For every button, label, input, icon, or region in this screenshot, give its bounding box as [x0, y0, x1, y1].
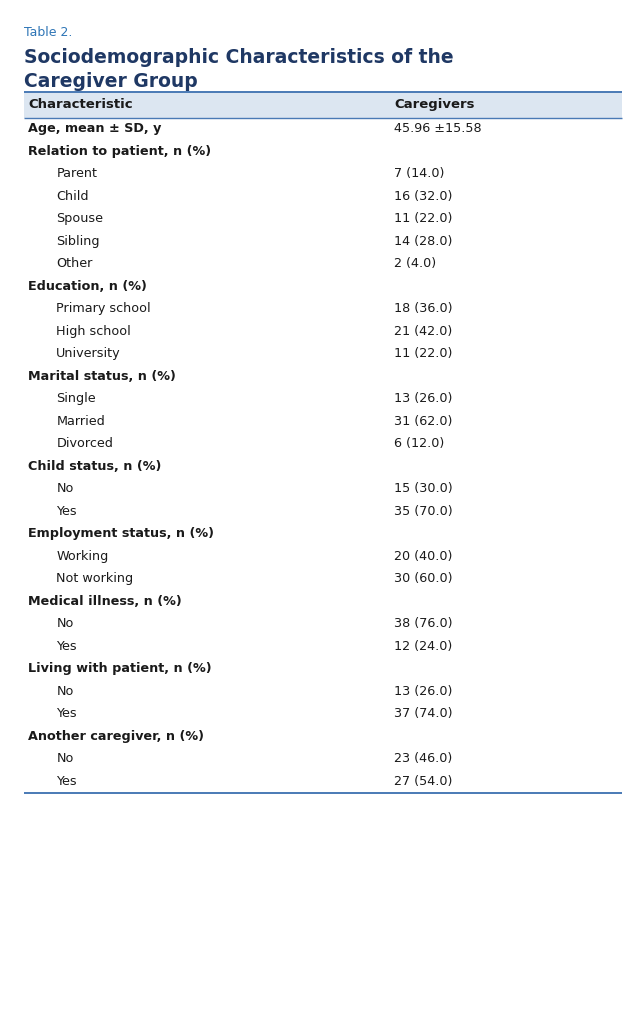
Text: Caregivers: Caregivers [394, 98, 475, 111]
Text: 30 (60.0): 30 (60.0) [394, 572, 453, 586]
Text: 11 (22.0): 11 (22.0) [394, 347, 452, 360]
Text: Yes: Yes [56, 775, 77, 787]
Text: Parent: Parent [56, 167, 97, 180]
Text: Living with patient, n (%): Living with patient, n (%) [28, 663, 212, 676]
Text: 15 (30.0): 15 (30.0) [394, 482, 453, 496]
Text: 35 (70.0): 35 (70.0) [394, 505, 453, 518]
Text: 21 (42.0): 21 (42.0) [394, 325, 452, 338]
Text: 20 (40.0): 20 (40.0) [394, 550, 452, 563]
Text: Yes: Yes [56, 708, 77, 720]
Text: University: University [56, 347, 121, 360]
Text: Medical illness, n (%): Medical illness, n (%) [28, 595, 182, 608]
Text: Divorced: Divorced [56, 437, 113, 451]
Text: 11 (22.0): 11 (22.0) [394, 212, 452, 225]
Text: Single: Single [56, 392, 96, 406]
Text: Yes: Yes [56, 640, 77, 653]
Text: 18 (36.0): 18 (36.0) [394, 302, 453, 315]
Text: Sibling: Sibling [56, 234, 100, 248]
Text: Employment status, n (%): Employment status, n (%) [28, 527, 214, 541]
Text: 37 (74.0): 37 (74.0) [394, 708, 453, 720]
Text: No: No [56, 753, 74, 765]
Text: High school: High school [56, 325, 131, 338]
Text: 31 (62.0): 31 (62.0) [394, 415, 452, 428]
Text: No: No [56, 617, 74, 631]
Text: 38 (76.0): 38 (76.0) [394, 617, 453, 631]
Text: Not working: Not working [56, 572, 134, 586]
Text: 16 (32.0): 16 (32.0) [394, 189, 452, 203]
Text: 7 (14.0): 7 (14.0) [394, 167, 445, 180]
Text: 14 (28.0): 14 (28.0) [394, 234, 452, 248]
Text: Sociodemographic Characteristics of the: Sociodemographic Characteristics of the [24, 47, 454, 67]
Text: Characteristic: Characteristic [28, 98, 133, 111]
Text: Married: Married [56, 415, 105, 428]
Text: Education, n (%): Education, n (%) [28, 280, 147, 293]
Text: 12 (24.0): 12 (24.0) [394, 640, 452, 653]
Text: No: No [56, 685, 74, 697]
Text: Caregiver Group: Caregiver Group [24, 72, 198, 90]
Text: Relation to patient, n (%): Relation to patient, n (%) [28, 144, 211, 158]
Text: 13 (26.0): 13 (26.0) [394, 685, 452, 697]
Text: Working: Working [56, 550, 109, 563]
Text: 2 (4.0): 2 (4.0) [394, 257, 436, 270]
Text: 45.96 ±15.58: 45.96 ±15.58 [394, 122, 482, 135]
Text: 13 (26.0): 13 (26.0) [394, 392, 452, 406]
Text: No: No [56, 482, 74, 496]
Text: 27 (54.0): 27 (54.0) [394, 775, 452, 787]
Text: Child: Child [56, 189, 89, 203]
Text: Another caregiver, n (%): Another caregiver, n (%) [28, 730, 204, 742]
Text: 23 (46.0): 23 (46.0) [394, 753, 452, 765]
Text: Table 2.: Table 2. [24, 26, 73, 39]
Text: Yes: Yes [56, 505, 77, 518]
Text: Other: Other [56, 257, 93, 270]
Text: Primary school: Primary school [56, 302, 151, 315]
Text: Spouse: Spouse [56, 212, 103, 225]
Text: 6 (12.0): 6 (12.0) [394, 437, 445, 451]
Bar [24, 91, 622, 118]
Text: Marital status, n (%): Marital status, n (%) [28, 370, 176, 383]
Text: Age, mean ± SD, y: Age, mean ± SD, y [28, 122, 162, 135]
Text: Child status, n (%): Child status, n (%) [28, 460, 162, 473]
